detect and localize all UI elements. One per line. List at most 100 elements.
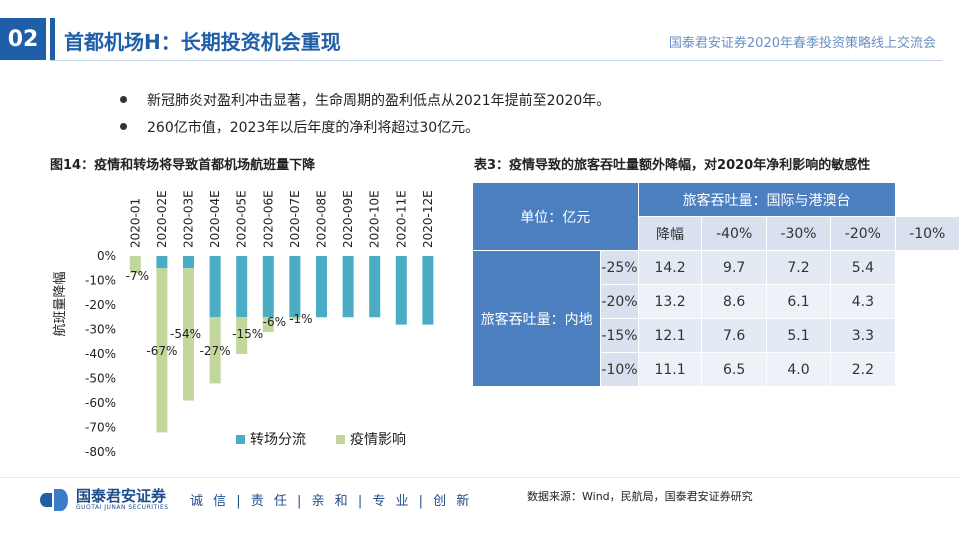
col-header: -10% — [894, 216, 960, 251]
y-tick-label: -70% — [85, 421, 116, 435]
bar-transfer — [395, 256, 407, 325]
sensitivity-table: 单位：亿元 旅客吞吐量：国际与港澳台 降幅 -40% -30% -20% -10… — [471, 182, 960, 387]
data-label: -54% — [170, 327, 201, 341]
data-label: -67% — [146, 344, 177, 358]
y-tick-label: -40% — [85, 347, 116, 361]
table-cell: 8.6 — [701, 284, 767, 319]
table-cell: 12.1 — [637, 318, 703, 353]
category-label: 2020-01 — [128, 198, 142, 248]
table-row: 旅客吞吐量：内地 -25% 14.2 9.7 7.2 5.4 — [471, 250, 960, 387]
bar-transfer — [209, 256, 221, 318]
row-header: -25% — [600, 250, 639, 285]
col-header: -20% — [830, 216, 896, 251]
table-cell: 2.2 — [830, 352, 896, 387]
category-label: 2020-05E — [235, 190, 249, 248]
bullet-dot-icon — [120, 123, 127, 130]
data-label: -27% — [200, 344, 231, 358]
y-tick-label: -10% — [85, 274, 116, 288]
data-label: -15% — [232, 327, 263, 341]
flight-decline-chart: 航班量降幅 0% -10% -20% -30% -40% -50% -60% -70% -80% 2… — [52, 190, 435, 459]
unit-cell: 单位：亿元 — [472, 182, 639, 251]
bar-transfer — [289, 256, 301, 318]
decline-label-cell: 降幅 — [637, 216, 703, 251]
table-cell: 4.0 — [765, 352, 832, 387]
header-divider — [50, 60, 942, 61]
bar-epidemic — [289, 317, 301, 320]
bar-epidemic — [183, 268, 194, 401]
bullet-list: 新冠肺炎对盈利冲击显著，生命周期的盈利低点从2021年提前至2020年。 260… — [120, 86, 610, 140]
col-header: -30% — [765, 216, 832, 251]
category-label: 2020-03E — [182, 190, 196, 248]
footer-divider — [0, 477, 960, 478]
data-label: -6% — [263, 315, 286, 329]
bar-transfer — [422, 256, 434, 325]
company-motto: 诚 信 | 责 任 | 亲 和 | 专 业 | 创 新 — [190, 494, 473, 509]
table-row: -20% 13.2 8.6 6.1 4.3 — [473, 284, 960, 319]
col-group-header: 旅客吞吐量：国际与港澳台 — [637, 182, 896, 217]
table-cell: 7.6 — [701, 318, 767, 353]
company-logo: 国泰君安证券 GUOTAI JUNAN SECURITIES — [40, 488, 169, 511]
category-label: 2020-09E — [341, 190, 355, 248]
data-label: -7% — [126, 269, 149, 283]
table-cell: 11.1 — [637, 352, 703, 387]
category-label: 2020-11E — [394, 190, 408, 248]
bar-epidemic — [262, 317, 274, 332]
bullet-text: 260亿市值，2023年以后年度的净利将超过30亿元。 — [147, 119, 480, 136]
category-label: 2020-12E — [421, 190, 435, 248]
bar-transfer — [342, 256, 354, 318]
data-source: 数据来源：Wind，民航局，国泰君安证券研究 — [527, 490, 753, 503]
row-header: -10% — [600, 352, 639, 387]
table-cell: 7.2 — [765, 250, 832, 285]
data-label: -1% — [289, 312, 312, 326]
table-cell: 14.2 — [637, 250, 703, 285]
table-title: 表3：疫情导致的旅客吞吐量额外降幅，对2020年净利影响的敏感性 — [474, 158, 871, 173]
row-header: -20% — [600, 284, 639, 319]
table-cell: 9.7 — [701, 250, 767, 285]
table-cell: 13.2 — [637, 284, 703, 319]
category-label: 2020-10E — [368, 190, 382, 248]
y-tick-label: 0% — [97, 249, 116, 263]
legend-label: 转场分流 — [250, 432, 306, 448]
y-tick-label: -30% — [85, 323, 116, 337]
bar-epidemic — [209, 317, 221, 384]
table-cell: 5.4 — [830, 250, 896, 285]
bar-epidemic — [156, 268, 168, 433]
row-header: -15% — [600, 318, 639, 353]
chart-title: 图14：疫情和转场将导致首都机场航班量下降 — [50, 158, 316, 173]
table-cell: 4.3 — [830, 284, 896, 319]
category-label: 2020-06E — [261, 190, 275, 248]
bullet-text: 新冠肺炎对盈利冲击显著，生命周期的盈利低点从2021年提前至2020年。 — [147, 92, 611, 109]
logo-mark-icon — [40, 488, 70, 511]
header-accent-bar — [50, 18, 55, 60]
table-cell: 6.5 — [701, 352, 767, 387]
category-label: 2020-07E — [288, 190, 302, 248]
table-cell: 3.3 — [830, 318, 896, 353]
table-row: -10% 11.1 6.5 4.0 2.2 — [473, 352, 960, 387]
category-label: 2020-04E — [208, 190, 222, 248]
bullet-item: 260亿市值，2023年以后年度的净利将超过30亿元。 — [120, 113, 610, 140]
col-header: -40% — [701, 216, 767, 251]
logo-text-en: GUOTAI JUNAN SECURITIES — [76, 504, 169, 511]
bar-transfer — [262, 256, 274, 318]
bar-epidemic — [129, 256, 141, 274]
y-tick-label: -80% — [85, 445, 116, 459]
event-title: 国泰君安证券2020年春季投资策略线上交流会 — [668, 36, 936, 51]
y-tick-label: -20% — [85, 298, 116, 312]
section-number: 02 — [0, 18, 46, 60]
bar-transfer — [369, 256, 381, 318]
y-axis-title: 航班量降幅 — [52, 271, 68, 336]
category-label: 2020-02E — [155, 190, 169, 248]
logo-text-cn: 国泰君安证券 — [76, 487, 167, 505]
bullet-item: 新冠肺炎对盈利冲击显著，生命周期的盈利低点从2021年提前至2020年。 — [120, 86, 610, 113]
category-label: 2020-08E — [315, 190, 329, 248]
legend-label: 疫情影响 — [350, 432, 406, 448]
bullet-dot-icon — [120, 96, 127, 103]
legend-swatch — [236, 435, 245, 444]
page-title: 首都机场H：长期投资机会重现 — [64, 30, 341, 54]
table-cell: 6.1 — [765, 284, 832, 319]
bar-transfer — [236, 256, 248, 318]
bar-transfer — [183, 256, 194, 269]
bar-transfer — [156, 256, 168, 269]
bar-transfer — [316, 256, 327, 318]
y-tick-label: -50% — [85, 372, 116, 386]
